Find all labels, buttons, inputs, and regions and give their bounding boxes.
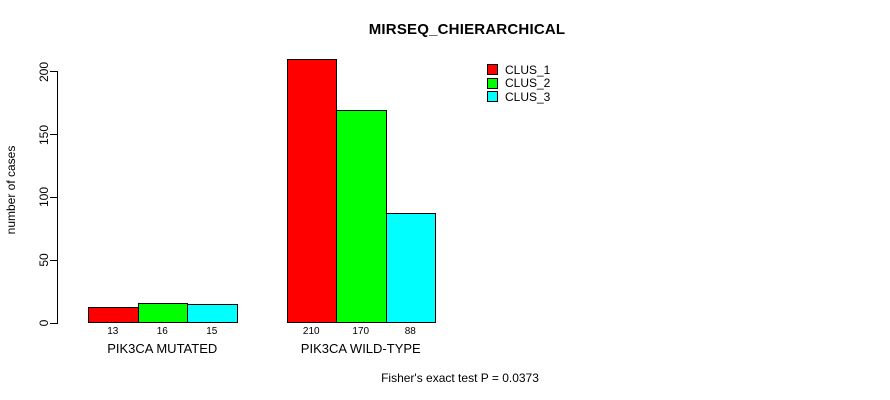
annotation-text: Fisher's exact test P = 0.0373 [381,371,539,385]
y-axis-tick [50,196,58,198]
bar-clus_3-2 [385,212,436,323]
y-axis-tick-label: 50 [37,253,51,267]
bar-clus_1-2 [286,59,337,323]
y-axis-tick-label: 150 [37,124,51,145]
legend-label: CLUS_2 [505,76,551,91]
legend-label: CLUS_1 [505,62,551,77]
bar-value-label: 170 [352,326,370,337]
bar-value-label: 210 [302,326,320,337]
y-axis-tick [50,134,58,136]
legend: CLUS_1 CLUS_2 CLUS_3 [487,63,550,104]
legend-swatch-icon [487,91,498,103]
y-axis-tick-label: 200 [37,61,51,82]
x-category-label: PIK3CA MUTATED [107,341,218,356]
bar-clus_3-1 [187,304,238,323]
legend-swatch-icon [487,64,498,76]
legend-swatch-icon [487,77,498,89]
y-axis-tick [50,259,58,261]
bar-value-label: 13 [107,326,119,337]
y-axis-tick-label: 0 [37,319,51,327]
bar-value-label: 16 [156,326,168,337]
y-axis-tick [50,71,58,73]
y-axis-tick [50,322,58,324]
y-axis-label: number of cases [4,145,18,235]
bar-value-label: 15 [206,326,218,337]
bar-clus_1-1 [88,306,139,323]
legend-label: CLUS_3 [505,89,551,104]
bar-clus_2-1 [137,302,188,323]
x-category-label: PIK3CA WILD-TYPE [300,341,421,356]
bar-clus_2-2 [336,109,387,323]
legend-item: CLUS_2 [487,77,550,91]
y-axis-tick-label: 100 [37,187,51,208]
bar-value-label: 88 [404,326,416,337]
legend-item: CLUS_3 [487,90,550,104]
chart-title: MIRSEQ_CHIERARCHICAL [368,21,566,38]
legend-item: CLUS_1 [487,63,550,77]
